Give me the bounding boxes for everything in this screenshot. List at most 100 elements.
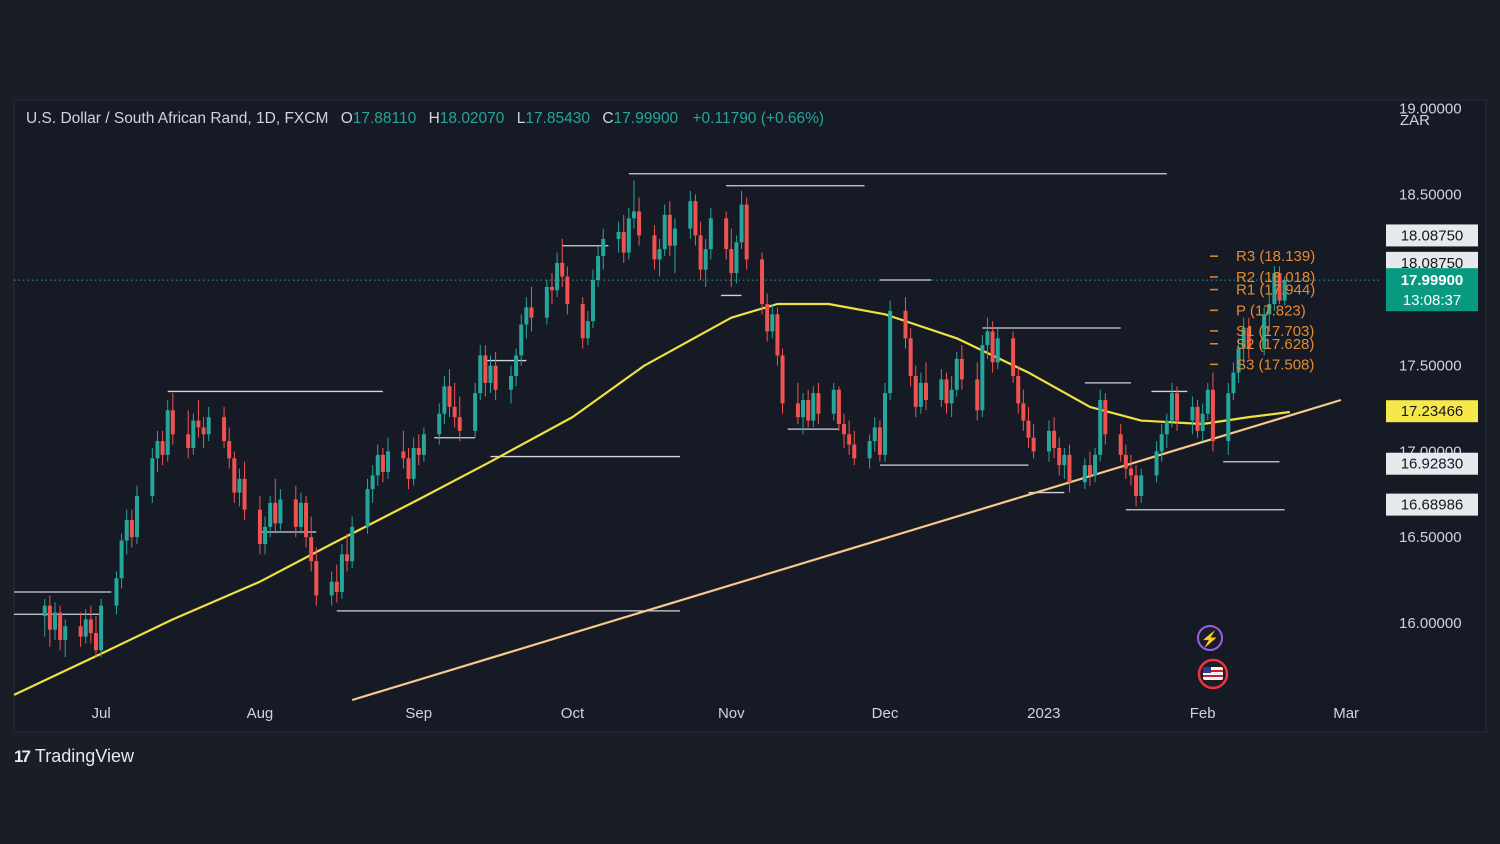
candle[interactable]: [1231, 362, 1236, 400]
candle[interactable]: [519, 314, 524, 366]
candle[interactable]: [401, 430, 406, 469]
candle[interactable]: [447, 369, 452, 418]
candle[interactable]: [918, 372, 923, 414]
candle[interactable]: [780, 348, 785, 414]
candle[interactable]: [278, 489, 283, 531]
candle[interactable]: [99, 598, 104, 658]
candle[interactable]: [836, 386, 841, 431]
candle[interactable]: [160, 430, 165, 466]
candle[interactable]: [370, 465, 375, 503]
candle[interactable]: [908, 328, 913, 387]
candle[interactable]: [134, 485, 139, 544]
candle[interactable]: [1118, 424, 1123, 462]
candle[interactable]: [1195, 400, 1200, 438]
candle[interactable]: [42, 598, 47, 637]
candle[interactable]: [1272, 266, 1277, 311]
candle[interactable]: [1026, 406, 1031, 448]
event-icons[interactable]: ⚡: [1197, 625, 1229, 690]
candle[interactable]: [990, 321, 995, 373]
candle[interactable]: [816, 382, 821, 424]
candle[interactable]: [411, 437, 416, 486]
candle[interactable]: [631, 180, 636, 229]
candle[interactable]: [514, 348, 519, 387]
candle[interactable]: [78, 612, 83, 647]
flash-event-icon[interactable]: [1197, 625, 1223, 651]
candle[interactable]: [334, 564, 339, 603]
candle[interactable]: [590, 269, 595, 328]
candle[interactable]: [954, 352, 959, 397]
candle[interactable]: [544, 280, 549, 325]
candle[interactable]: [867, 434, 872, 469]
candle[interactable]: [375, 444, 380, 486]
x-axis[interactable]: Jul Aug Sep Oct Nov Dec 2023 Feb Mar: [92, 705, 1360, 722]
candle[interactable]: [88, 605, 93, 644]
candle[interactable]: [555, 252, 560, 298]
candle[interactable]: [263, 516, 268, 555]
candle[interactable]: [949, 376, 954, 418]
candle[interactable]: [114, 571, 119, 615]
candle[interactable]: [975, 362, 980, 421]
symbol-header[interactable]: U.S. Dollar / South African Rand, 1D, FX…: [26, 110, 824, 128]
candle[interactable]: [1093, 448, 1098, 483]
candle[interactable]: [1057, 437, 1062, 476]
candle[interactable]: [257, 496, 262, 555]
candle[interactable]: [345, 533, 350, 572]
candle[interactable]: [298, 492, 303, 534]
moving-average-line[interactable]: [13, 302, 1290, 696]
candle[interactable]: [959, 345, 964, 390]
candle[interactable]: [596, 245, 601, 287]
candle[interactable]: [186, 410, 191, 459]
candle[interactable]: [339, 544, 344, 599]
candle[interactable]: [708, 208, 713, 260]
candle[interactable]: [939, 369, 944, 407]
candle[interactable]: [688, 190, 693, 239]
candle[interactable]: [170, 393, 175, 445]
candle[interactable]: [165, 400, 170, 462]
candle[interactable]: [801, 393, 806, 435]
candle[interactable]: [421, 427, 426, 462]
candle[interactable]: [483, 345, 488, 397]
candle[interactable]: [1103, 393, 1108, 445]
candle[interactable]: [406, 448, 411, 490]
candle[interactable]: [1282, 276, 1287, 306]
candle[interactable]: [621, 214, 626, 263]
candle[interactable]: [1123, 444, 1128, 479]
candle[interactable]: [1016, 365, 1021, 414]
candle[interactable]: [549, 273, 554, 304]
candle[interactable]: [1067, 444, 1072, 493]
candle[interactable]: [416, 434, 421, 466]
candle[interactable]: [1159, 424, 1164, 462]
candle[interactable]: [478, 345, 483, 400]
candle[interactable]: [842, 413, 847, 448]
candle[interactable]: [1011, 331, 1016, 383]
candle[interactable]: [703, 238, 708, 287]
candle[interactable]: [985, 317, 990, 359]
candle[interactable]: [739, 190, 744, 250]
candle[interactable]: [1210, 372, 1215, 452]
candle[interactable]: [847, 420, 852, 455]
candle[interactable]: [580, 297, 585, 349]
candle[interactable]: [1246, 317, 1251, 359]
candle[interactable]: [273, 478, 278, 534]
candle[interactable]: [1021, 389, 1026, 431]
candle[interactable]: [314, 547, 319, 606]
candle[interactable]: [437, 403, 442, 445]
candle[interactable]: [775, 307, 780, 366]
candle[interactable]: [657, 238, 662, 277]
candle[interactable]: [924, 362, 928, 411]
candle[interactable]: [1236, 338, 1241, 383]
candle[interactable]: [770, 304, 775, 339]
candle[interactable]: [129, 509, 134, 548]
candle[interactable]: [1277, 266, 1282, 304]
candle[interactable]: [1082, 458, 1087, 490]
candle[interactable]: [806, 389, 811, 428]
candle[interactable]: [1164, 413, 1169, 448]
candle[interactable]: [1062, 448, 1067, 479]
candle[interactable]: [268, 496, 273, 538]
candle[interactable]: [980, 334, 985, 418]
candle[interactable]: [888, 300, 893, 400]
candle[interactable]: [1046, 420, 1051, 462]
candle[interactable]: [744, 197, 749, 270]
candle[interactable]: [765, 293, 770, 342]
